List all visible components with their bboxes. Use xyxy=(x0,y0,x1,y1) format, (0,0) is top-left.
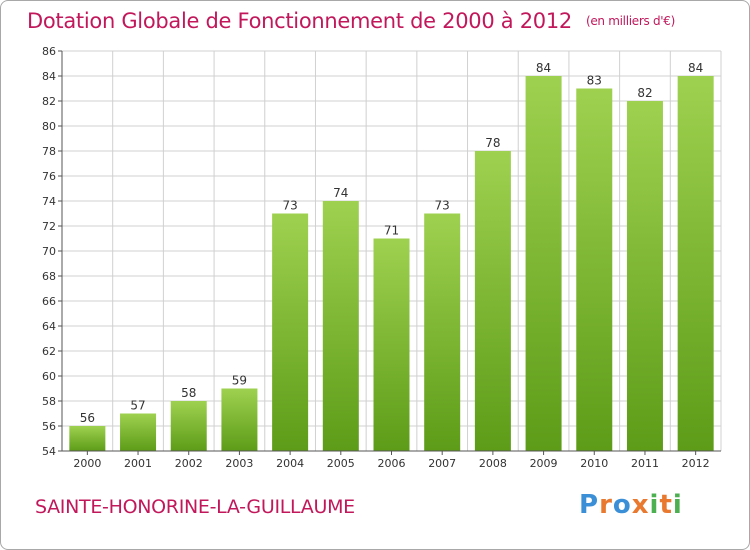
bar xyxy=(525,76,562,451)
value-label: 82 xyxy=(637,86,652,100)
y-tick-label: 84 xyxy=(42,70,56,83)
y-tick-label: 68 xyxy=(42,270,56,283)
logo-letter: t xyxy=(659,490,673,520)
bar xyxy=(69,426,106,451)
y-tick-label: 54 xyxy=(42,445,56,458)
y-tick-label: 62 xyxy=(42,345,56,358)
title-text: Dotation Globale de Fonctionnement de 20… xyxy=(27,9,572,33)
y-tick-label: 58 xyxy=(42,395,56,408)
bar xyxy=(576,88,613,451)
x-tick-label: 2002 xyxy=(175,457,203,470)
x-tick-label: 2007 xyxy=(428,457,456,470)
value-label: 57 xyxy=(130,399,145,413)
bar xyxy=(120,413,157,451)
y-tick-label: 74 xyxy=(42,195,56,208)
y-tick-label: 56 xyxy=(42,420,56,433)
logo-letter: x xyxy=(631,490,650,520)
bar xyxy=(170,401,207,451)
value-label: 58 xyxy=(181,386,196,400)
y-tick-label: 80 xyxy=(42,120,56,133)
axes: 54 56 58 60 62 64 66 68 70 72 74 76 78 80 82 84 86 xyxy=(42,45,721,458)
value-label: 74 xyxy=(333,186,348,200)
value-label: 56 xyxy=(80,411,95,425)
x-tick-label: 2003 xyxy=(225,457,253,470)
value-label: 73 xyxy=(435,199,450,213)
value-label: 84 xyxy=(536,61,551,75)
logo-letter: i xyxy=(672,490,683,520)
x-tick-label: 2011 xyxy=(631,457,659,470)
value-label: 71 xyxy=(384,224,399,238)
proxiti-logo: Proxiti xyxy=(579,490,683,520)
labels: 56 2000 57 2001 58 2002 59 2003 73 2004 74 2005 71 20… xyxy=(73,61,709,470)
x-tick-label: 2000 xyxy=(73,457,101,470)
value-label: 59 xyxy=(232,374,247,388)
y-tick-label: 66 xyxy=(42,295,56,308)
x-tick-label: 2005 xyxy=(327,457,355,470)
y-tick-label: 86 xyxy=(42,45,56,58)
x-tick-label: 2006 xyxy=(378,457,406,470)
value-label: 84 xyxy=(688,61,703,75)
bar xyxy=(474,151,511,451)
x-tick-label: 2009 xyxy=(530,457,558,470)
unit-label: (en milliers d'€) xyxy=(585,14,675,28)
x-tick-label: 2008 xyxy=(479,457,507,470)
chart-title: Dotation Globale de Fonctionnement de 20… xyxy=(27,9,675,33)
y-tick-label: 64 xyxy=(42,320,56,333)
value-label: 83 xyxy=(587,74,602,88)
bar xyxy=(677,76,714,451)
x-tick-label: 2001 xyxy=(124,457,152,470)
bar xyxy=(272,213,309,451)
value-label: 78 xyxy=(485,136,500,150)
y-tick-label: 78 xyxy=(42,145,56,158)
commune-name: SAINTE-HONORINE-LA-GUILLAUME xyxy=(35,496,355,518)
bar xyxy=(373,238,410,451)
bar xyxy=(626,101,663,451)
value-label: 73 xyxy=(282,199,297,213)
logo-letter: i xyxy=(649,490,660,520)
logo-letter: o xyxy=(612,490,632,520)
y-tick-label: 70 xyxy=(42,245,56,258)
bar xyxy=(221,388,258,451)
bar xyxy=(424,213,461,451)
logo-letter: r xyxy=(599,490,613,520)
x-tick-label: 2010 xyxy=(580,457,608,470)
y-tick-label: 76 xyxy=(42,170,56,183)
logo-letter: P xyxy=(579,490,600,520)
bars xyxy=(69,76,714,451)
x-tick-label: 2012 xyxy=(682,457,710,470)
bar xyxy=(322,201,359,451)
y-tick-label: 72 xyxy=(42,220,56,233)
y-tick-label: 60 xyxy=(42,370,56,383)
y-tick-label: 82 xyxy=(42,95,56,108)
x-tick-label: 2004 xyxy=(276,457,304,470)
